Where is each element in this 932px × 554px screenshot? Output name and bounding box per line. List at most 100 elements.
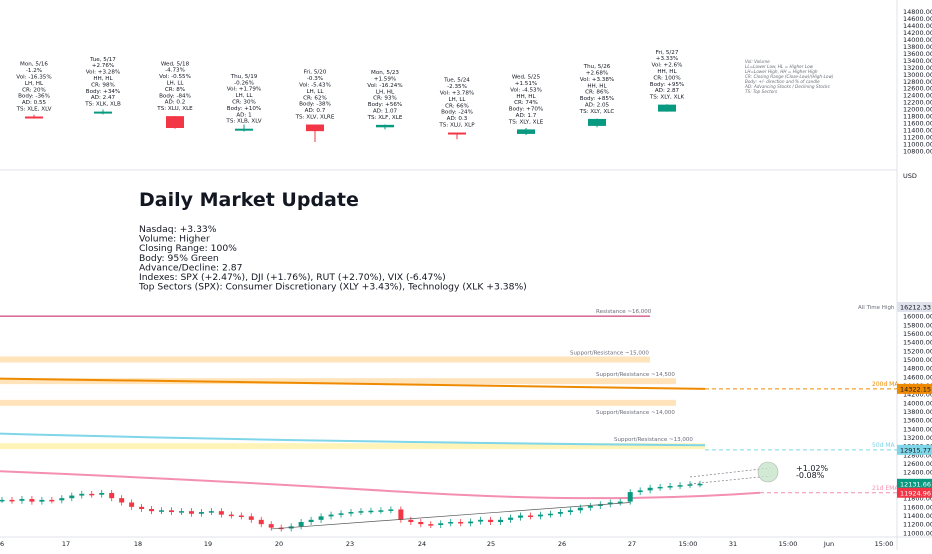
candle-stat-line: Fri, 5/27 [656, 50, 679, 56]
intraday-candle [448, 522, 454, 524]
daily-candle[interactable] [94, 109, 112, 115]
candle-stat-line: +1.59% [374, 76, 396, 82]
candle-body [94, 111, 112, 114]
daily-candle[interactable] [25, 114, 43, 119]
candle-stat-line: LH, LL [235, 93, 253, 99]
ma-label: 200d MA [872, 381, 899, 388]
intraday-candle [159, 510, 165, 512]
bottom-price-tick-label: 12600.00 [903, 460, 932, 468]
top-price-tick-label: 14200.00 [903, 29, 932, 37]
candle-stat-line: TS: XLY, XLE [508, 119, 544, 125]
axis-price-tag [897, 478, 932, 489]
candle-stat-line: AD: 2.87 [655, 88, 680, 94]
candle-body [25, 116, 43, 119]
axis-price-tag-text: 12915.77 [900, 446, 931, 454]
candle-stat-line: Body: +95% [650, 82, 685, 88]
intraday-candle [318, 516, 324, 520]
top-panel-price-ticks: 10800.0011000.0011200.0011400.0011600.00… [903, 8, 932, 156]
intraday-candle [188, 511, 194, 514]
intraday-candle [328, 514, 334, 517]
bottom-price-tick-label: 14600.00 [903, 373, 932, 381]
time-tick-label: 17 [62, 540, 70, 548]
intraday-candle [268, 524, 274, 528]
ma200-line [0, 377, 706, 390]
sr-zone [0, 443, 705, 450]
daily-candle[interactable] [235, 124, 253, 132]
bottom-price-tick-label: 12800.00 [903, 451, 932, 459]
candle-stat-line: +2.68% [586, 71, 608, 77]
intraday-candle [577, 507, 583, 511]
currency-label: USD [903, 172, 917, 180]
intraday-candle [358, 511, 364, 513]
legend-note-line: LL=Lower Low, HL = Higher Low [745, 64, 814, 69]
daily-candle[interactable] [658, 104, 676, 112]
daily-candle[interactable] [376, 124, 394, 130]
intraday-price-series[interactable] [0, 480, 703, 532]
intraday-candle [218, 511, 224, 515]
intraday-candle [557, 512, 563, 514]
ma-label: 50d MA [872, 442, 896, 449]
candle-stat-line: AD: 1.7 [516, 113, 537, 119]
intraday-candle [607, 502, 613, 505]
candle-stat-line: TS: XLY, XLK [649, 95, 685, 101]
candle-stat-line: Vol: -16.35% [16, 74, 51, 80]
top-price-tick-label: 11200.00 [903, 134, 932, 142]
legend-note-line: Body: +/- direction and % of candle [745, 79, 820, 84]
axis-price-tag [897, 487, 932, 498]
intraday-candle [109, 492, 115, 499]
axis-price-tag-text: 12131.66 [900, 480, 931, 488]
daily-candle[interactable] [306, 124, 324, 142]
intraday-candle [119, 498, 125, 503]
intraday-candle [677, 485, 683, 487]
candle-stat-line: LH, LL [448, 97, 466, 103]
headline-line: Advance/Decline: 2.87 [139, 262, 243, 273]
candle-body [448, 132, 466, 135]
ma50-line [0, 432, 706, 447]
intraday-candle [458, 522, 464, 524]
sr-zone [0, 399, 676, 406]
top-price-tick-label: 12200.00 [903, 99, 932, 107]
intraday-candle [667, 486, 673, 488]
candle-stat-line: HH, HL [516, 94, 536, 100]
candle-stat-line: LH, HL [376, 89, 395, 95]
candle-stat-line: LH, HL [25, 81, 44, 87]
bottom-price-tick-label: 14200.00 [903, 391, 932, 399]
top-price-tick-label: 14400.00 [903, 22, 932, 30]
candle-stat-line: -4.73% [165, 68, 185, 74]
candle-stat-line: +3.33% [656, 56, 678, 62]
intraday-candle [408, 519, 414, 522]
time-tick-label: 18 [134, 540, 142, 548]
headline-line: Closing Range: 100% [139, 243, 237, 254]
intraday-candle [428, 524, 434, 526]
sr-zone-label: Support/Resistance ~15,000 [570, 351, 649, 357]
intraday-candle [468, 521, 474, 524]
legend-note-line: CR: Closing Range (Close-Low)/(High-Low) [745, 74, 834, 79]
projection-up-label: +1.02% [796, 464, 829, 473]
daily-candle[interactable] [517, 128, 535, 135]
candle-stat-line: CR: 74% [514, 100, 538, 106]
top-price-tick-label: 13400.00 [903, 57, 932, 65]
trendline [271, 502, 631, 530]
bottom-price-tick-label: 14800.00 [903, 365, 932, 373]
daily-candle[interactable] [448, 132, 466, 140]
intraday-candle [488, 519, 494, 522]
intraday-candle [567, 510, 573, 513]
intraday-candle [238, 515, 244, 517]
daily-candles[interactable] [25, 104, 676, 142]
candle-stat-line: TS: XLE, XLV [16, 106, 52, 112]
top-price-tick-label: 11400.00 [903, 127, 932, 135]
bottom-price-tick-label: 13200.00 [903, 434, 932, 442]
intraday-candle [49, 499, 55, 502]
bottom-price-tick-label: 15200.00 [903, 347, 932, 355]
daily-candle[interactable] [588, 118, 606, 128]
daily-candle[interactable] [166, 116, 184, 129]
headline-line: Body: 95% Green [139, 253, 219, 264]
candle-stat-line: TS: XLF, XLE [367, 115, 403, 121]
top-price-tick-label: 12000.00 [903, 106, 932, 114]
sr-zone-label: Support/Resistance ~14,500 [596, 372, 675, 378]
